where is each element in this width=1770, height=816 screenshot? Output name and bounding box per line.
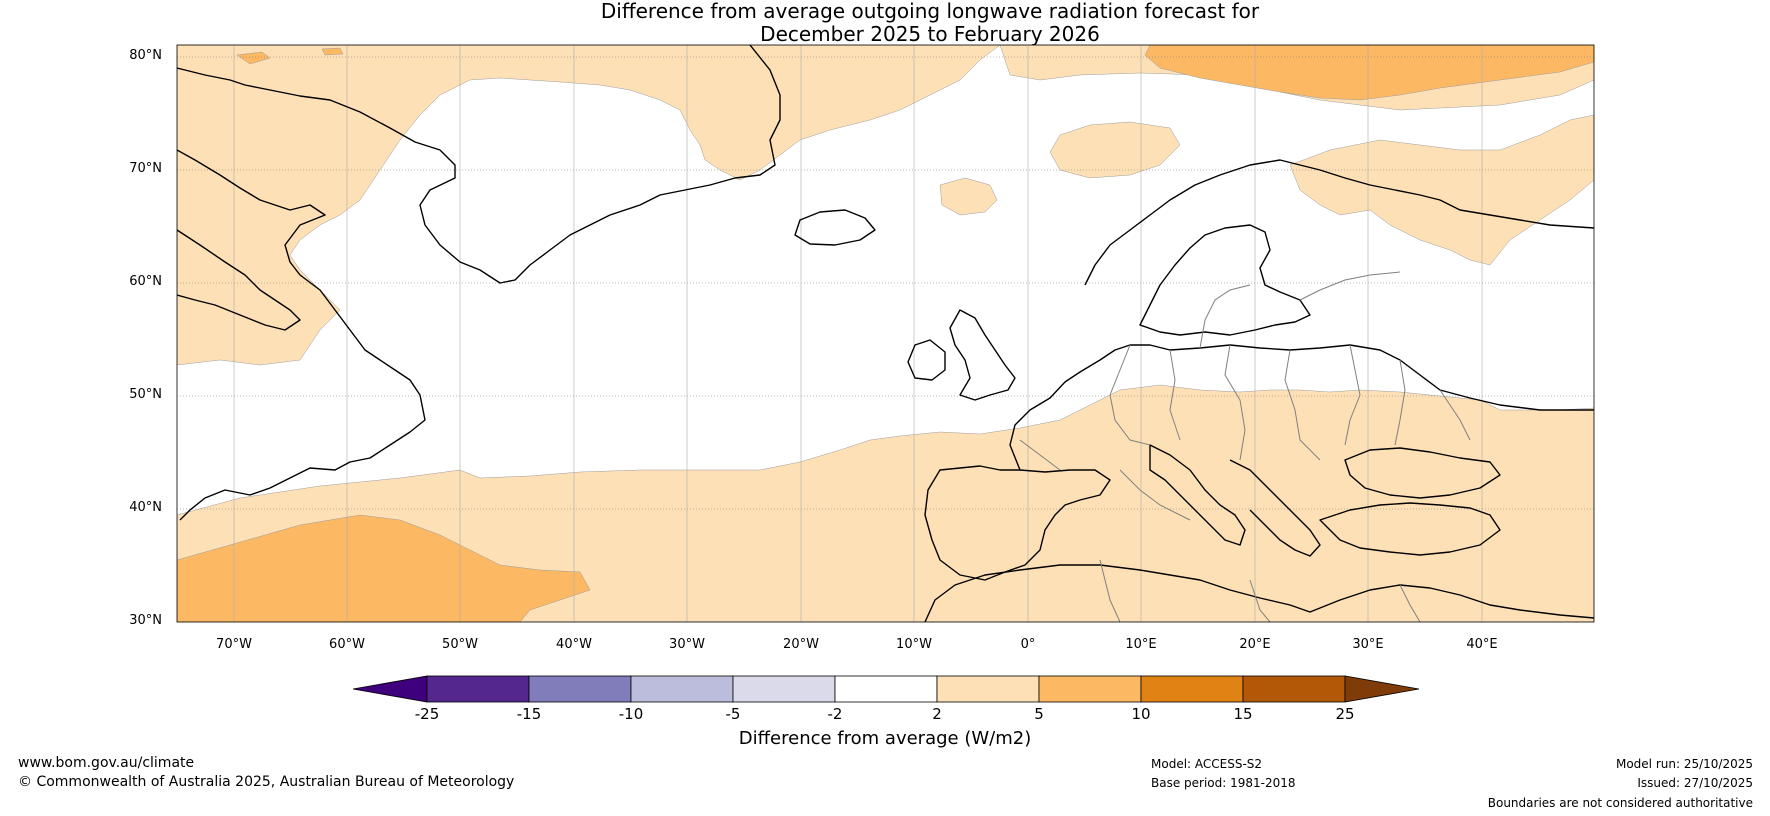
latitude-gridlines [177, 56, 1594, 510]
lon-label-60w: 60°W [329, 637, 365, 652]
colorbar-segment-neg10-neg5 [630, 675, 734, 703]
coastline-balkans-greece [1229, 459, 1321, 557]
colorbar-tick-neg2: -2 [827, 705, 843, 723]
anomaly-region-sargasso [177, 514, 591, 622]
anomaly-region-scandinavia-russia [1289, 114, 1594, 266]
coastline-great-britain [949, 309, 1016, 401]
anomaly-region-norwegian-sea [939, 177, 998, 216]
colorbar-tick-10: 10 [1131, 705, 1151, 723]
colorbar-segment-2-5 [936, 675, 1040, 703]
map-title-line-1: Difference from average outgoing longwav… [600, 0, 1260, 23]
lat-label-30n: 30°N [129, 613, 162, 628]
lon-label-40e: 40°E [1466, 637, 1498, 652]
colorbar-segment-5-10 [1038, 675, 1142, 703]
coastline-baltic [1139, 224, 1311, 336]
coastline-baffin [177, 229, 301, 331]
coastline-anatolia [1319, 502, 1501, 556]
coastline-scandinavia [1084, 159, 1594, 286]
colorbar-tick-neg5: -5 [725, 705, 741, 723]
lon-label-30w: 30°W [669, 637, 705, 652]
coastline-canadian-arctic [177, 149, 426, 521]
footer-disclaimer: Boundaries are not considered authoritat… [1487, 796, 1753, 810]
coastline-iceland [794, 209, 876, 246]
colorbar-segment-neg15-neg10 [528, 675, 632, 703]
lat-label-80n: 80°N [129, 48, 162, 63]
colorbar-tick-5: 5 [1034, 705, 1044, 723]
colorbar-extend-high [1344, 675, 1420, 703]
lat-label-70n: 70°N [129, 161, 162, 176]
lat-label-40n: 40°N [129, 500, 162, 515]
lon-label-20e: 20°E [1239, 637, 1271, 652]
lon-label-70w: 70°W [216, 637, 252, 652]
coastline-europe-mainland [1009, 344, 1594, 471]
colorbar-segment-10-15 [1140, 675, 1244, 703]
anomaly-region-greenland-e [321, 47, 344, 56]
anomaly-region-barents [1049, 121, 1181, 179]
lon-label-10w: 10°W [896, 637, 932, 652]
footer-model: Model: ACCESS-S2 [1151, 757, 1263, 771]
footer-copyright: © Commonwealth of Australia 2025, Austra… [18, 774, 515, 790]
longitude-gridlines [233, 45, 1483, 622]
coastline-black-sea [1344, 447, 1501, 499]
coastline-ireland [907, 339, 946, 381]
lat-label-60n: 60°N [129, 274, 162, 289]
lon-label-10e: 10°E [1125, 637, 1157, 652]
colorbar-tick-neg25: -25 [414, 705, 440, 723]
footer-model-run: Model run: 25/10/2025 [1615, 757, 1753, 771]
coastline-north-africa [924, 564, 1594, 622]
colorbar-title: Difference from average (W/m2) [738, 728, 1032, 749]
anomaly-2-to-5-regions [177, 45, 1594, 622]
coastlines [177, 45, 1594, 622]
coastline-greenland [177, 45, 781, 284]
footer-base-period: Base period: 1981-2018 [1151, 776, 1296, 790]
anomaly-region-greenland-ne [236, 51, 271, 65]
lon-label-0: 0° [1020, 637, 1036, 652]
colorbar-tick-2: 2 [932, 705, 942, 723]
lon-label-40w: 40°W [556, 637, 592, 652]
footer-issued: Issued: 27/10/2025 [1637, 776, 1753, 790]
colorbar-segment-neg5-neg2 [732, 675, 836, 703]
colorbar-segment-neg2-2 [834, 675, 938, 703]
lat-label-50n: 50°N [129, 387, 162, 402]
coastline-iberia [924, 465, 1111, 581]
colorbar-tick-neg10: -10 [618, 705, 644, 723]
map-title-line-2: December 2025 to February 2026 [760, 22, 1100, 46]
colorbar-tick-15: 15 [1233, 705, 1253, 723]
colorbar-segment-neg25-neg15 [426, 675, 530, 703]
colorbar-extend-low [352, 675, 428, 703]
lon-label-30e: 30°E [1352, 637, 1384, 652]
colorbar [352, 675, 1420, 703]
colorbar-tick-25: 25 [1335, 705, 1355, 723]
lon-label-20w: 20°W [783, 637, 819, 652]
country-borders [1019, 271, 1471, 622]
lon-label-50w: 50°W [442, 637, 478, 652]
footer-website: www.bom.gov.au/climate [18, 755, 195, 771]
colorbar-segment-15-25 [1242, 675, 1346, 703]
colorbar-tick-neg15: -15 [516, 705, 542, 723]
coastline-italy [1149, 444, 1246, 546]
map-frame [176, 44, 1595, 623]
